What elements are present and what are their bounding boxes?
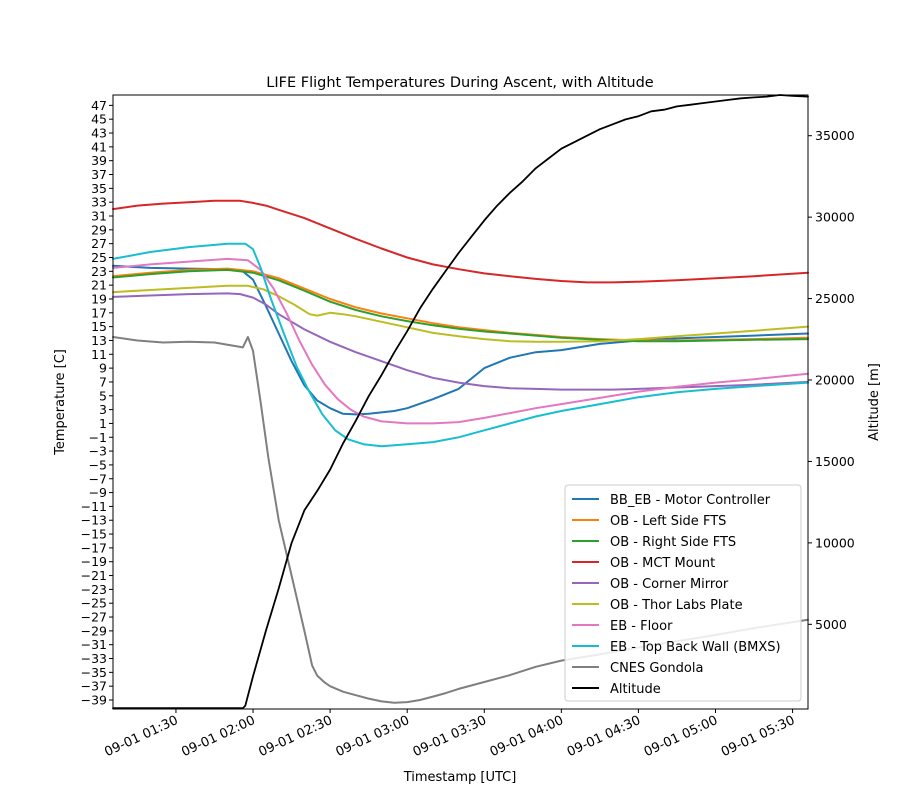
- y-tick-label: 5: [99, 388, 107, 403]
- plot-area: [112, 94, 809, 710]
- y-tick-label: −19: [81, 554, 107, 569]
- y-axis-label: Temperature [C]: [53, 349, 68, 456]
- y-tick-label: 29: [91, 222, 107, 237]
- y2-axis-label: Altitude [m]: [867, 363, 882, 441]
- legend-label: OB - Thor Labs Plate: [610, 598, 743, 613]
- legend-label: EB - Floor: [610, 619, 673, 634]
- y-tick-label: 25: [91, 250, 107, 265]
- legend-entry: CNES Gondola: [572, 661, 703, 676]
- series-line-ob-corner-mirror: [112, 292, 809, 391]
- legend-entry: EB - Floor: [572, 619, 673, 634]
- legend-entry: OB - Right Side FTS: [572, 535, 736, 550]
- y-tick-label: −11: [81, 499, 107, 514]
- y-tick-label: 17: [91, 305, 107, 320]
- y-tick-label: 33: [91, 195, 107, 210]
- y-axis-altitude: 5000 10000 15000 20000 25000 30000 35000: [808, 128, 855, 632]
- y-tick-label: −33: [81, 651, 107, 666]
- y-tick-label: −37: [81, 679, 107, 694]
- legend: BB_EB - Motor Controller OB - Left Side F…: [564, 484, 802, 702]
- y-tick-label: −25: [81, 596, 107, 611]
- y2-tick-label: 35000: [815, 128, 855, 143]
- y-tick-label: 41: [91, 139, 107, 154]
- series-line-bb-eb-motor-controller: [112, 264, 809, 416]
- legend-label: OB - MCT Mount: [610, 556, 715, 571]
- y-tick-label: 35: [91, 181, 107, 196]
- y2-tick-label: 25000: [815, 291, 855, 306]
- plot-frame: [112, 94, 809, 710]
- y-tick-label: −13: [81, 513, 107, 528]
- y2-tick-label: 10000: [815, 535, 855, 550]
- legend-label: OB - Right Side FTS: [610, 535, 736, 550]
- y-tick-label: −9: [89, 485, 107, 500]
- legend-entry: OB - Left Side FTS: [572, 514, 726, 529]
- y-tick-label: −3: [89, 444, 107, 459]
- y-tick-label: −21: [81, 568, 107, 583]
- y2-tick-label: 20000: [815, 373, 855, 388]
- y-tick-label: −23: [81, 582, 107, 597]
- y-tick-label: −27: [81, 610, 107, 625]
- y-tick-label: 9: [99, 361, 107, 376]
- y-tick-label: 43: [91, 126, 107, 141]
- y-tick-label: 39: [91, 153, 107, 168]
- x-axis-label: Timestamp [UTC]: [403, 770, 517, 785]
- y-tick-label: 11: [91, 347, 107, 362]
- y-tick-label: −35: [81, 665, 107, 680]
- y-tick-label: 13: [91, 333, 107, 348]
- legend-label: CNES Gondola: [610, 661, 703, 676]
- y-tick-label: −29: [81, 623, 107, 638]
- legend-box: [564, 484, 802, 702]
- y-tick-label: 37: [91, 167, 107, 182]
- legend-items: BB_EB - Motor Controller OB - Left Side F…: [572, 493, 781, 697]
- y-tick-label: −7: [89, 471, 107, 486]
- y-tick-label: 45: [91, 112, 107, 127]
- series-line-eb-top-back-wall-bmxs: [112, 242, 809, 448]
- legend-label: OB - Left Side FTS: [610, 514, 726, 529]
- legend-entry: OB - Corner Mirror: [572, 577, 729, 592]
- y2-tick-label: 5000: [815, 617, 847, 632]
- y-tick-label: 1: [99, 416, 107, 431]
- y-tick-label: −5: [89, 457, 107, 472]
- y-tick-label: −31: [81, 637, 107, 652]
- series-line-eb-floor: [112, 257, 809, 425]
- y-tick-label: −17: [81, 540, 107, 555]
- series-line-altitude: [112, 94, 809, 710]
- y-tick-label: 3: [99, 402, 107, 417]
- series-layer: [112, 94, 809, 710]
- series-line-ob-thor-labs-plate: [112, 284, 809, 343]
- legend-entry: OB - Thor Labs Plate: [572, 598, 743, 613]
- legend-entry: EB - Top Back Wall (BMXS): [572, 640, 781, 655]
- series-line-ob-right-side-fts: [112, 268, 809, 343]
- y-axis-temperature: −39−37−35−33−31−29−27−25−23−21−19−17−15−…: [81, 98, 113, 708]
- legend-entry: OB - MCT Mount: [572, 556, 715, 571]
- y-tick-label: 15: [91, 319, 107, 334]
- legend-label: OB - Corner Mirror: [610, 577, 729, 592]
- y-tick-label: 7: [99, 374, 107, 389]
- y-tick-label: 47: [91, 98, 107, 113]
- legend-label: EB - Top Back Wall (BMXS): [610, 640, 781, 655]
- legend-entry: BB_EB - Motor Controller: [572, 493, 771, 508]
- y-tick-label: 23: [91, 264, 107, 279]
- legend-label: Altitude: [610, 682, 661, 697]
- legend-label: BB_EB - Motor Controller: [610, 493, 771, 508]
- y-tick-label: −1: [89, 430, 107, 445]
- series-line-ob-mct-mount: [112, 199, 809, 284]
- series-line-cnes-gondola: [112, 336, 809, 704]
- y-tick-label: −15: [81, 527, 107, 542]
- chart-title: LIFE Flight Temperatures During Ascent, …: [266, 75, 653, 91]
- y-tick-label: 31: [91, 209, 107, 224]
- y-tick-label: 19: [91, 291, 107, 306]
- y2-tick-label: 30000: [815, 210, 855, 225]
- legend-entry: Altitude: [572, 682, 661, 697]
- y-tick-label: −39: [81, 693, 107, 708]
- y-tick-label: 27: [91, 236, 107, 251]
- y2-tick-label: 15000: [815, 454, 855, 469]
- y-tick-label: 21: [91, 278, 107, 293]
